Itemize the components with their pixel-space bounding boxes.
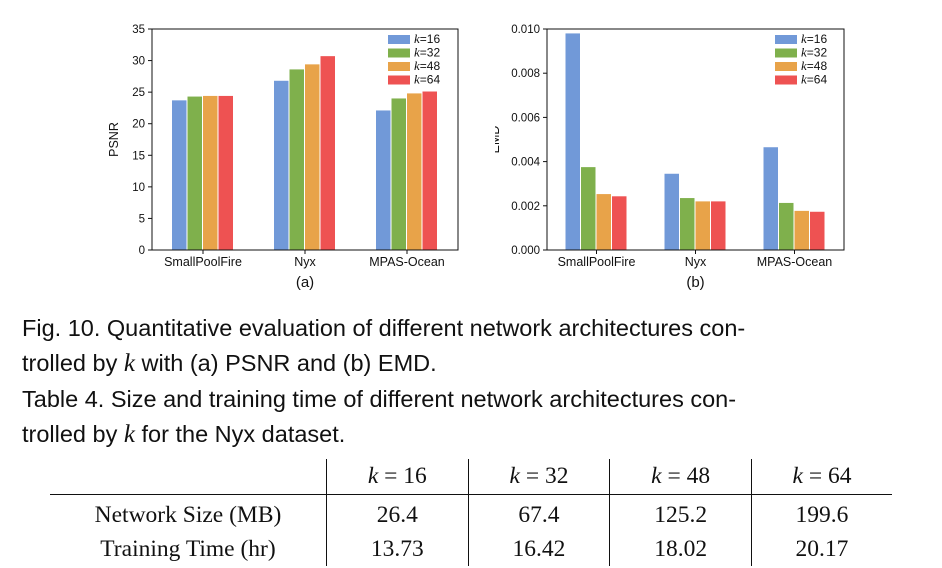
figure-caption-text: with (a) PSNR and (b) EMD. — [135, 350, 437, 376]
legend-label: k=32 — [801, 45, 827, 60]
table-caption: Table 4. Size and training time of diffe… — [22, 382, 927, 452]
bar — [320, 56, 335, 250]
bar — [680, 198, 695, 250]
legend-label: k=16 — [801, 31, 827, 46]
table-row: Training Time (hr) 13.73 16.42 18.02 20.… — [50, 532, 892, 566]
plot-frame — [151, 28, 459, 251]
y-axis-label: PSNR — [107, 122, 121, 157]
legend-swatch — [775, 35, 797, 44]
bar — [407, 93, 422, 250]
y-tick-label: 10 — [132, 182, 145, 194]
table-corner-cell — [50, 459, 327, 495]
y-tick-label: 30 — [132, 56, 145, 68]
panel-label: (a) — [296, 274, 314, 291]
x-tick-label: SmallPoolFire — [558, 255, 636, 269]
y-tick-label: 0.002 — [511, 201, 540, 213]
table-header-k48: k = 48 — [609, 459, 752, 495]
table-cell: 67.4 — [468, 494, 611, 532]
table-header-k16: k = 16 — [326, 459, 469, 495]
bar — [274, 80, 289, 250]
table-caption-text: for the Nyx dataset. — [135, 421, 346, 447]
table-cell: 199.6 — [795, 501, 849, 528]
bar — [218, 95, 233, 250]
y-tick-label: 25 — [132, 87, 145, 99]
legend-label: k=48 — [801, 58, 827, 73]
k-symbol: k — [123, 421, 135, 448]
bar — [711, 201, 726, 250]
table-caption-line-1: Table 4. Size and training time of diffe… — [22, 386, 737, 412]
bar — [763, 147, 778, 250]
panel-label: (b) — [686, 274, 704, 291]
y-tick-label: 20 — [132, 119, 145, 131]
figure-caption-text: trolled by — [22, 350, 124, 376]
bar — [612, 196, 627, 250]
y-tick-label: 35 — [132, 24, 145, 36]
bar — [596, 194, 611, 250]
legend-swatch — [388, 35, 410, 44]
y-tick-label: 0.006 — [511, 112, 540, 124]
table-caption-line-2: trolled by k for the Nyx dataset. — [22, 417, 927, 452]
table-cell: 13.73 — [326, 532, 469, 566]
k-symbol: k — [123, 350, 135, 377]
legend-swatch — [388, 75, 410, 85]
bar — [779, 202, 794, 250]
bar — [172, 100, 187, 250]
x-tick-label: Nyx — [294, 255, 316, 269]
bar — [305, 64, 320, 250]
psnr-bar-chart: SmallPoolFire Nyx MPAS-Ocean 0 5 10 15 20 25 30 35… — [107, 24, 459, 291]
y-tick-label: 0.010 — [511, 24, 540, 36]
table-header-k32: k = 32 — [468, 459, 611, 495]
bar — [289, 69, 304, 250]
row-label: Training Time (hr) — [50, 532, 327, 566]
legend-label: k=64 — [414, 72, 440, 87]
table-header-row: k = 16 k = 32 k = 48 k = 64 — [50, 459, 892, 495]
legend-label: k=64 — [801, 72, 827, 87]
x-tick-label: MPAS-Ocean — [757, 255, 833, 269]
emd-bar-chart: SmallPoolFire Nyx MPAS-Ocean 0.000 0.002 0.00… — [495, 24, 845, 291]
bar — [581, 167, 596, 250]
y-tick-label: 15 — [132, 150, 145, 162]
y-tick-label: 0.008 — [511, 68, 540, 80]
table-cell: 20.17 — [795, 535, 849, 562]
figure-caption-line-2: trolled by k with (a) PSNR and (b) EMD. — [22, 346, 927, 381]
figure-caption-line-1: Fig. 10. Quantitative evaluation of diff… — [22, 315, 746, 341]
table-row: Network Size (MB) 26.4 67.4 125.2 199.6 — [50, 494, 892, 532]
y-tick-label: 5 — [139, 213, 145, 225]
bar — [203, 95, 218, 250]
bar — [695, 201, 710, 250]
y-tick-label: 0 — [139, 245, 145, 257]
row-label: Network Size (MB) — [50, 494, 327, 532]
table-header-k64: k = 64 — [751, 459, 892, 495]
plot-frame — [546, 28, 845, 251]
results-table: k = 16 k = 32 k = 48 k = 64 Network Size… — [50, 459, 892, 566]
figure-caption: Fig. 10. Quantitative evaluation of diff… — [22, 311, 927, 381]
legend-swatch — [388, 48, 410, 58]
y-axis-label: EMD — [495, 126, 502, 154]
bar — [187, 96, 202, 250]
x-tick-label: MPAS-Ocean — [369, 255, 445, 269]
bar — [794, 210, 809, 250]
y-tick-label: 0.000 — [511, 245, 540, 257]
y-tick-label: 0.004 — [511, 157, 540, 169]
table-cell: 26.4 — [326, 494, 469, 532]
legend-label: k=48 — [414, 58, 440, 73]
legend-swatch — [775, 75, 797, 85]
legend-label: k=32 — [414, 45, 440, 60]
bar — [810, 211, 825, 250]
legend-swatch — [775, 48, 797, 58]
bar — [376, 110, 391, 250]
legend-swatch — [388, 62, 410, 71]
table-caption-text: trolled by — [22, 421, 124, 447]
bar — [422, 91, 437, 250]
x-tick-label: Nyx — [685, 255, 707, 269]
legend-swatch — [775, 62, 797, 71]
legend-label: k=16 — [414, 31, 440, 46]
bar — [391, 98, 406, 250]
table-cell: 16.42 — [468, 532, 611, 566]
bar — [664, 173, 679, 250]
x-tick-label: SmallPoolFire — [164, 255, 242, 269]
bar — [565, 33, 580, 250]
table-cell: 125.2 — [609, 494, 752, 532]
table-cell: 18.02 — [609, 532, 752, 566]
